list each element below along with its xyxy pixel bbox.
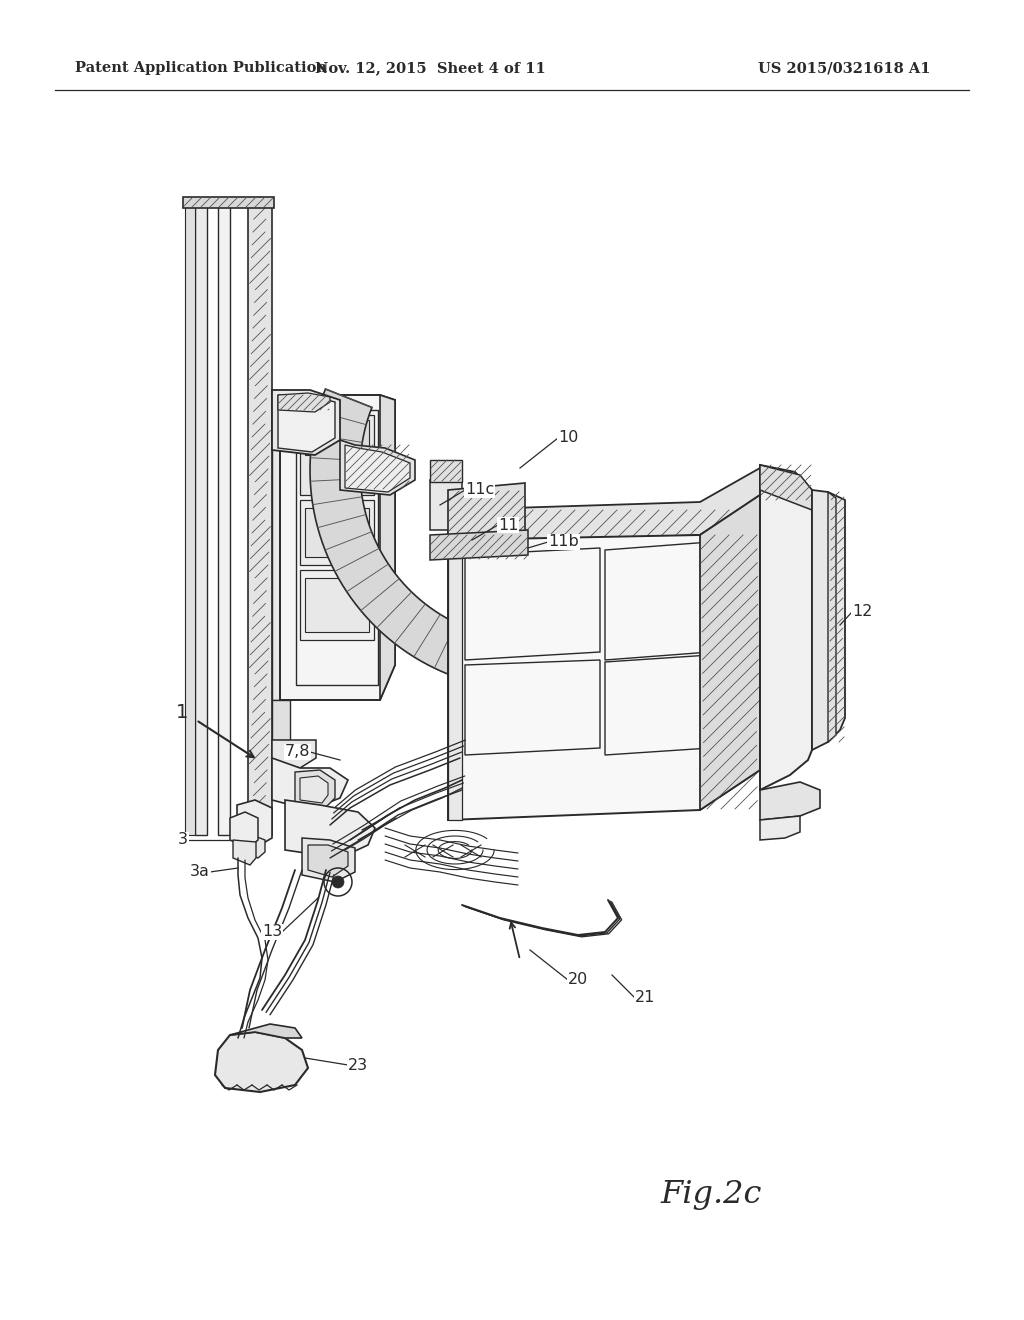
Polygon shape [305, 420, 369, 455]
Polygon shape [430, 480, 462, 531]
Polygon shape [272, 741, 316, 768]
Text: 20: 20 [568, 973, 588, 987]
Polygon shape [272, 389, 340, 455]
Polygon shape [233, 840, 256, 865]
Text: Patent Application Publication: Patent Application Publication [75, 61, 327, 75]
Polygon shape [300, 500, 374, 565]
Polygon shape [230, 1024, 302, 1038]
Polygon shape [195, 201, 207, 836]
Polygon shape [812, 490, 845, 750]
Polygon shape [272, 389, 290, 700]
Polygon shape [183, 197, 274, 209]
Polygon shape [449, 540, 462, 820]
Polygon shape [449, 469, 760, 545]
Polygon shape [340, 440, 415, 495]
Polygon shape [345, 445, 410, 492]
Polygon shape [305, 508, 369, 557]
Polygon shape [278, 395, 335, 451]
Polygon shape [430, 531, 528, 560]
Polygon shape [300, 414, 374, 495]
Polygon shape [310, 389, 564, 690]
Polygon shape [380, 395, 395, 700]
Polygon shape [302, 838, 355, 882]
Text: 10: 10 [558, 430, 579, 446]
Polygon shape [218, 201, 230, 836]
Polygon shape [285, 800, 375, 858]
Polygon shape [828, 492, 836, 742]
Text: Nov. 12, 2015  Sheet 4 of 11: Nov. 12, 2015 Sheet 4 of 11 [314, 61, 546, 75]
Polygon shape [248, 201, 272, 836]
Text: US 2015/0321618 A1: US 2015/0321618 A1 [758, 61, 930, 75]
Text: 12: 12 [852, 605, 872, 619]
Polygon shape [295, 770, 335, 808]
Polygon shape [278, 393, 330, 412]
Polygon shape [760, 816, 800, 840]
Polygon shape [305, 578, 369, 632]
Polygon shape [280, 395, 395, 700]
Text: 3: 3 [178, 833, 188, 847]
Polygon shape [230, 812, 258, 847]
Text: 13: 13 [262, 924, 282, 940]
Text: 7,8: 7,8 [285, 744, 310, 759]
Polygon shape [700, 495, 760, 810]
Polygon shape [760, 465, 812, 510]
Text: 11c: 11c [465, 483, 495, 498]
Circle shape [332, 876, 344, 888]
Text: Fig.2c: Fig.2c [660, 1180, 762, 1210]
Polygon shape [760, 781, 820, 820]
Polygon shape [449, 495, 760, 820]
Polygon shape [185, 201, 195, 836]
Polygon shape [215, 1032, 308, 1092]
Polygon shape [760, 465, 812, 789]
Polygon shape [272, 700, 290, 741]
Text: 23: 23 [348, 1057, 368, 1072]
Text: 11b: 11b [548, 535, 579, 549]
Text: 11: 11 [498, 517, 518, 532]
Polygon shape [449, 483, 525, 545]
Text: 21: 21 [635, 990, 655, 1006]
Polygon shape [272, 758, 348, 810]
Polygon shape [240, 836, 265, 858]
Polygon shape [430, 459, 462, 482]
Polygon shape [237, 800, 272, 845]
Polygon shape [300, 776, 328, 803]
Polygon shape [308, 845, 348, 876]
Polygon shape [300, 570, 374, 640]
Text: 3a: 3a [190, 865, 210, 879]
Text: 1: 1 [176, 702, 188, 722]
